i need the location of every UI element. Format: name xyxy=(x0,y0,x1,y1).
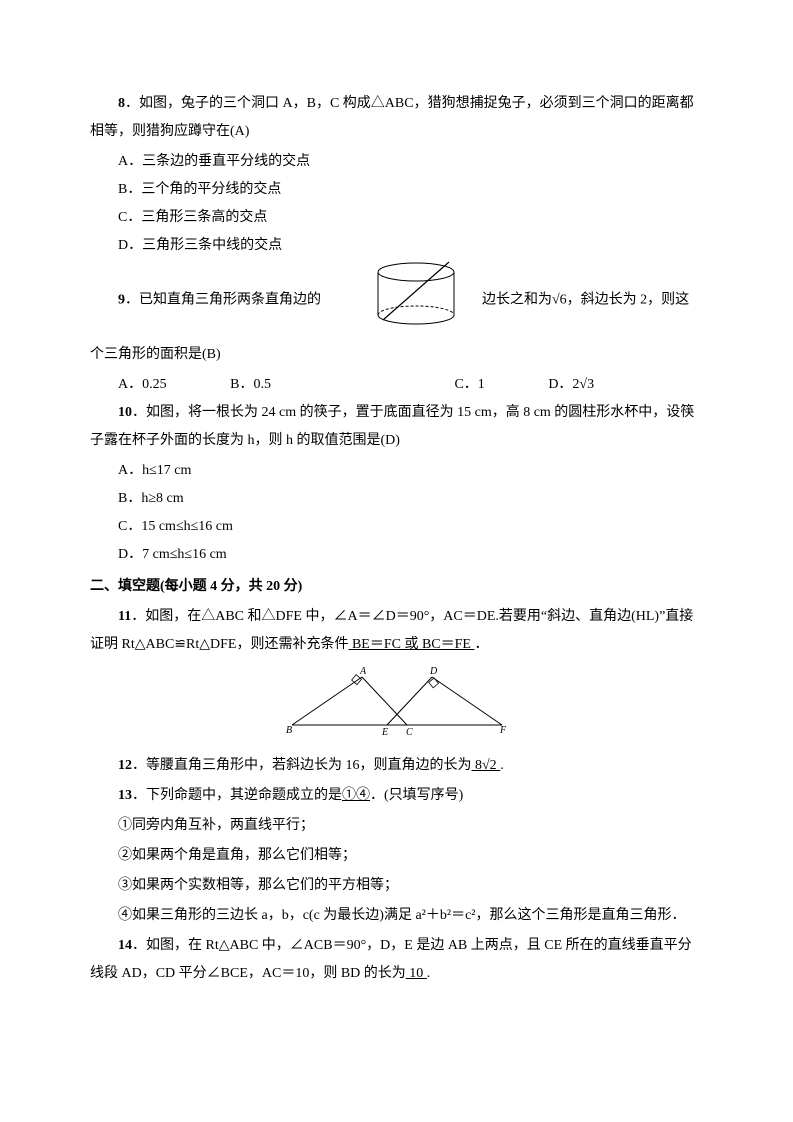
q14-text2: . xyxy=(427,966,431,981)
q9-num: 9 xyxy=(118,293,125,308)
q9-optA: A．0.25 xyxy=(118,377,167,392)
q11-figure: A D B E C F xyxy=(90,665,703,746)
q13-answer: ①④ xyxy=(342,788,370,803)
q12-stem: 12．等腰直角三角形中，若斜边长为 16，则直角边的长为 8√2 . xyxy=(90,752,703,780)
q10-optC: C．15 cm≤h≤16 cm xyxy=(90,513,703,541)
q14-answer: 10 xyxy=(406,966,427,981)
q13-opt1: ①同旁内角互补，两直线平行； xyxy=(90,812,703,840)
q12-answer: 8√2 xyxy=(472,758,501,773)
q9-optD: D．2√3 xyxy=(548,377,594,392)
q12-num: 12 xyxy=(118,758,132,773)
q11-num: 11 xyxy=(118,609,131,624)
q10-optB: B．h≥8 cm xyxy=(90,485,703,513)
q13-opt2: ②如果两个角是直角，那么它们相等； xyxy=(90,842,703,870)
q13-stem: 13．下列命题中，其逆命题成立的是①④．(只填写序号) xyxy=(90,782,703,810)
q9-choices: A．0.25 B．0.5 C．1 D．2√3 xyxy=(90,371,703,399)
cylinder-svg xyxy=(361,260,471,330)
q12-text1: ．等腰直角三角形中，若斜边长为 16，则直角边的长为 xyxy=(132,758,472,773)
q10-optD: D．7 cm≤h≤16 cm xyxy=(90,541,703,569)
svg-text:A: A xyxy=(359,666,367,677)
q13-opt4: ④如果三角形的三边长 a，b，c(c 为最长边)满足 a²＋b²＝c²，那么这个… xyxy=(90,902,703,930)
q10-stem: 10．如图，将一根长为 24 cm 的筷子，置于底面直径为 15 cm，高 8 … xyxy=(90,399,703,455)
svg-text:B: B xyxy=(286,725,292,735)
svg-text:D: D xyxy=(429,666,438,677)
q8-text: ．如图，兔子的三个洞口 A，B，C 构成△ABC，猎狗想捕捉兔子，必须到三个洞口… xyxy=(90,96,694,139)
q9-optC: C．1 xyxy=(454,377,484,392)
cylinder-figure xyxy=(333,260,471,341)
svg-text:E: E xyxy=(381,727,388,735)
triangles-svg: A D B E C F xyxy=(282,665,512,735)
q14-text1: ．如图，在 Rt△ABC 中，∠ACB＝90°，D，E 是边 AB 上两点，且 … xyxy=(90,938,692,981)
section2-title: 二、填空题(每小题 4 分，共 20 分) xyxy=(90,573,703,601)
q8-optB: B．三个角的平分线的交点 xyxy=(90,176,703,204)
q13-text1: ．下列命题中，其逆命题成立的是 xyxy=(132,788,342,803)
q9-optB: B．0.5 xyxy=(230,377,271,392)
q8-optD: D．三角形三条中线的交点 xyxy=(90,232,703,260)
q9-text-left: ．已知直角三角形两条直角边的 xyxy=(125,293,321,308)
q8-optA: A．三条边的垂直平分线的交点 xyxy=(90,148,703,176)
svg-text:F: F xyxy=(499,725,507,735)
q10-optA: A．h≤17 cm xyxy=(90,457,703,485)
svg-text:C: C xyxy=(406,727,413,735)
q8-num: 8 xyxy=(118,96,125,111)
q9-stem: 9．已知直角三角形两条直角边的 边长之和为√6，斜边长为 2，则这个三角形的面积… xyxy=(90,260,703,369)
q13-opt3: ③如果两个实数相等，那么它们的平方相等； xyxy=(90,872,703,900)
q11-text2: ． xyxy=(474,637,488,652)
q14-stem: 14．如图，在 Rt△ABC 中，∠ACB＝90°，D，E 是边 AB 上两点，… xyxy=(90,932,703,988)
q10-num: 10 xyxy=(118,405,132,420)
q11-answer: BE＝FC 或 BC＝FE xyxy=(348,637,474,652)
q14-num: 14 xyxy=(118,938,132,953)
q12-text2: . xyxy=(500,758,504,773)
q13-text2: ．(只填写序号) xyxy=(370,788,463,803)
q8-optC: C．三角形三条高的交点 xyxy=(90,204,703,232)
q10-text: ．如图，将一根长为 24 cm 的筷子，置于底面直径为 15 cm，高 8 cm… xyxy=(90,405,694,448)
q8-stem: 8．如图，兔子的三个洞口 A，B，C 构成△ABC，猎狗想捕捉兔子，必须到三个洞… xyxy=(90,90,703,146)
q11-stem: 11．如图，在△ABC 和△DFE 中，∠A＝∠D＝90°，AC＝DE.若要用“… xyxy=(90,603,703,659)
q13-num: 13 xyxy=(118,788,132,803)
